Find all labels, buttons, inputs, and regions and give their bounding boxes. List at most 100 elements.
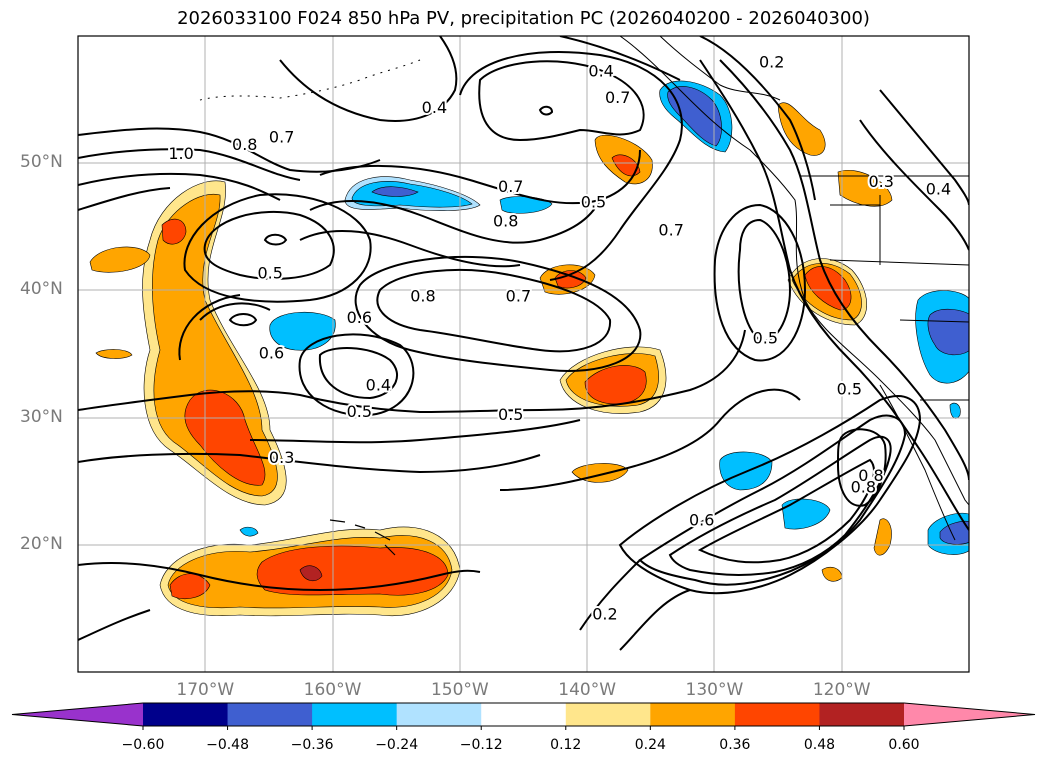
contour-label: 0.8 bbox=[410, 286, 435, 305]
pv-contour-west-wave-2 bbox=[199, 302, 271, 321]
colorbar-segment bbox=[819, 703, 905, 726]
precip-blob-coast-mid bbox=[837, 170, 893, 207]
contour-label: 0.5 bbox=[837, 379, 862, 398]
pv-contour-south-west-2 bbox=[78, 609, 151, 641]
contour-label: 0.8 bbox=[858, 466, 883, 485]
lon-label: 140°W bbox=[558, 680, 617, 700]
precip-blob-central-east-strong bbox=[584, 365, 647, 405]
graticule bbox=[78, 36, 969, 672]
colorbar-tick-label: −0.12 bbox=[459, 737, 503, 753]
pv-contour-04-north bbox=[559, 36, 681, 81]
pv-contour-small-loop-3 bbox=[538, 105, 554, 116]
coastline-baja bbox=[879, 384, 956, 541]
colorbar-extend-max bbox=[904, 703, 1035, 726]
pv-contour-south-02 bbox=[619, 589, 691, 651]
pv-contour-coast-east-3 bbox=[859, 119, 969, 251]
pv-contour-central-outer bbox=[319, 149, 641, 205]
contour-label: 1.0 bbox=[168, 144, 193, 163]
precip-positive-shading bbox=[89, 102, 893, 617]
precip-neg-coast-north-strong bbox=[667, 86, 722, 147]
contour-label: 0.7 bbox=[506, 286, 531, 305]
precip-blob-north-strong bbox=[611, 154, 641, 177]
colorbar-tick-label: −0.36 bbox=[290, 737, 334, 753]
pv-contour-south-2 bbox=[249, 419, 581, 444]
hawaii-islands bbox=[329, 519, 396, 556]
lon-label: 160°W bbox=[303, 680, 362, 700]
precip-blob-south-max bbox=[299, 565, 323, 582]
pv-contours bbox=[78, 36, 969, 651]
coastline-north-america bbox=[619, 36, 969, 506]
coastline-alaska bbox=[659, 36, 781, 101]
colorbar-tick-label: 0.36 bbox=[719, 737, 751, 753]
pv-contour-central-1 bbox=[309, 199, 601, 244]
precip-neg-tiny-2 bbox=[239, 526, 259, 537]
pv-contour-inner-small-2 bbox=[298, 333, 415, 417]
colorbar-tick-label: −0.48 bbox=[206, 737, 249, 753]
border-states-1 bbox=[829, 259, 969, 266]
precip-neg-tiny-1 bbox=[949, 402, 961, 419]
colorbar-tick-label: 0.48 bbox=[803, 737, 836, 753]
contour-label: 0.6 bbox=[347, 308, 372, 327]
precip-neg-far-east-strong bbox=[939, 521, 969, 545]
pv-contour-east-loop bbox=[836, 428, 887, 507]
pv-contour-central-2 bbox=[299, 230, 521, 268]
contour-label: 0.3 bbox=[868, 172, 893, 191]
pv-contour-south-band bbox=[78, 452, 541, 474]
aleutian-islands bbox=[199, 59, 421, 101]
contour-label: 0.6 bbox=[689, 510, 714, 529]
pv-contour-outer-west-1 bbox=[78, 127, 381, 173]
contour-label: 0.5 bbox=[498, 405, 523, 424]
contour-label: 0.3 bbox=[269, 448, 294, 467]
map-plot-area: 0.40.70.81.00.70.80.50.70.40.70.20.50.8 0… bbox=[78, 36, 969, 672]
map-title: 2026033100 F024 850 hPa PV, precipitatio… bbox=[177, 8, 870, 29]
lat-label: 40°N bbox=[20, 279, 63, 300]
pv-contour-west-wave-3 bbox=[178, 294, 241, 361]
pv-contour-east-vertical bbox=[737, 218, 792, 342]
contour-label: 0.2 bbox=[759, 52, 784, 71]
pv-contour-mid-loop bbox=[376, 269, 612, 353]
precip-blob-coast-north bbox=[777, 102, 826, 156]
pv-contour-coast-east-1 bbox=[699, 59, 969, 531]
pv-contour-east-tongue-2 bbox=[638, 414, 907, 586]
lat-label: 50°N bbox=[20, 152, 63, 173]
pv-contour-small-loop-2 bbox=[228, 313, 258, 327]
contour-label: 0.8 bbox=[851, 477, 876, 496]
colorbar-tick-label: −0.60 bbox=[121, 737, 165, 753]
precip-neg-north-small bbox=[499, 196, 553, 214]
pv-contour-north-loop-2 bbox=[459, 51, 683, 281]
pv-contour-east-tongue-1 bbox=[618, 395, 922, 595]
lat-label: 20°N bbox=[20, 533, 63, 554]
colorbar-segment bbox=[481, 703, 567, 726]
pv-contour-south-west bbox=[78, 562, 481, 592]
map-frame bbox=[77, 35, 970, 673]
pv-contour-outer-west-2 bbox=[78, 148, 301, 181]
pv-contour-small-loop-1 bbox=[263, 233, 288, 246]
pv-contour-west-wave-1 bbox=[78, 329, 746, 414]
pv-contour-north-loop bbox=[478, 60, 645, 142]
lon-label: 130°W bbox=[685, 680, 744, 700]
contour-label: 0.7 bbox=[498, 177, 523, 196]
contour-label: 0.4 bbox=[588, 61, 613, 80]
pv-contour-east-tongue-4 bbox=[697, 458, 875, 564]
pv-contour-east-tongue-3 bbox=[668, 435, 892, 576]
coastlines bbox=[199, 36, 969, 556]
pv-contour-07-north bbox=[279, 36, 458, 122]
pv-contour-coast-east-2 bbox=[719, 59, 969, 481]
precip-neg-north-band-strong bbox=[371, 186, 419, 197]
precip-blob-west-band-mid bbox=[151, 193, 278, 497]
colorbar-tick-label: −0.24 bbox=[375, 737, 419, 753]
contour-label: 0.4 bbox=[366, 376, 391, 395]
colorbar-segment bbox=[396, 703, 482, 726]
contour-label: 0.7 bbox=[658, 220, 683, 239]
precip-blob-south-west-strong bbox=[169, 573, 211, 599]
colorbar-segment bbox=[565, 703, 651, 726]
precip-blob-baja bbox=[873, 518, 892, 556]
contour-label: 0.8 bbox=[493, 211, 518, 230]
pv-contour-outer-west-3 bbox=[78, 172, 281, 201]
lon-label: 120°W bbox=[812, 680, 871, 700]
contour-label: 0.5 bbox=[347, 402, 372, 421]
colorbar-tick-label: 0.12 bbox=[550, 737, 582, 753]
contour-label: 0.6 bbox=[259, 344, 284, 363]
colorbar-segment bbox=[650, 703, 736, 726]
